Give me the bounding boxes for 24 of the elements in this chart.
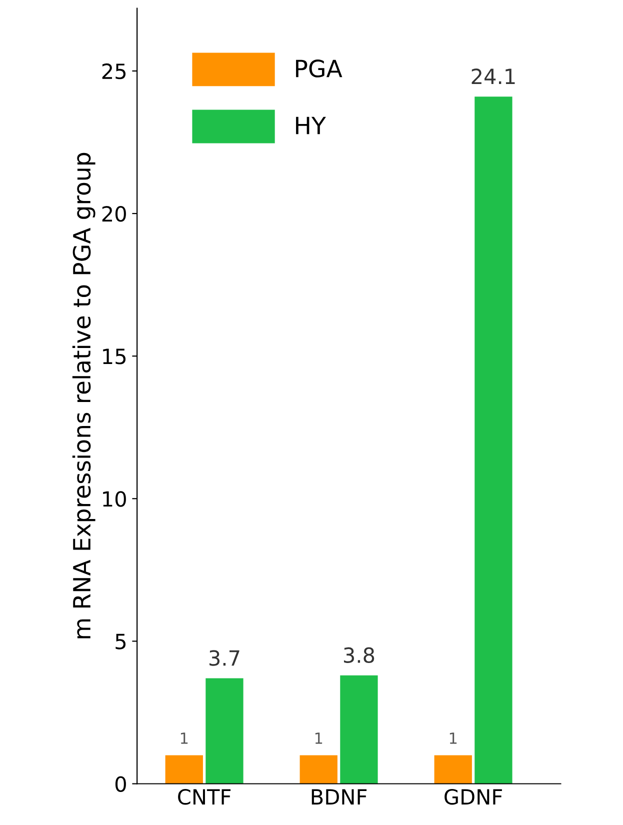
x-tick-label: GDNF: [444, 788, 502, 805]
y-tick-label: 10: [103, 491, 126, 507]
data-label: 1: [450, 732, 457, 744]
x-tick-label: CNTF: [178, 788, 231, 805]
data-label: 24.1: [472, 68, 515, 84]
bar: [340, 675, 378, 784]
y-axis-title: m RNA Expressions relative to PGA group: [72, 152, 96, 638]
data-label: 3.8: [344, 647, 374, 664]
data-label: 3.7: [210, 650, 240, 666]
data-label: 1: [315, 732, 322, 744]
y-tick-label: 15: [103, 348, 126, 364]
y-tick-label: 20: [102, 206, 126, 222]
bar: [300, 755, 338, 784]
data-label: 1: [180, 732, 188, 744]
y-tick-label: 0: [115, 776, 126, 792]
y-tick-label: 5: [116, 634, 126, 650]
x-tick-label: BDNF: [312, 789, 367, 804]
bar: [474, 96, 512, 784]
bar: [206, 678, 244, 784]
bar: [434, 755, 472, 784]
bar: [165, 755, 203, 784]
y-tick-label: 25: [102, 63, 126, 80]
legend-label: PGA: [296, 60, 342, 78]
legend-label: HY: [296, 116, 326, 134]
